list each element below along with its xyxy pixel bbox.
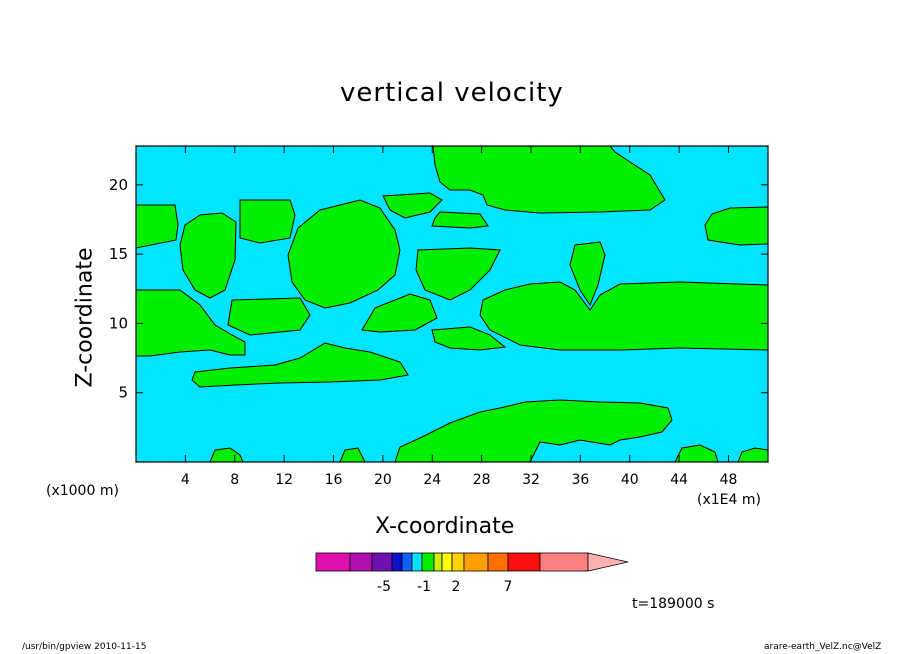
colorbar-label: 2 <box>452 579 461 595</box>
x-tick-label: 40 <box>621 472 639 488</box>
x-tick-label: 48 <box>720 472 738 488</box>
y-tick-label: 10 <box>109 314 128 332</box>
y-tick-label: 5 <box>118 384 128 402</box>
region-lower-band <box>431 326 507 351</box>
colorbar-swatch <box>463 552 489 572</box>
colorbar-label: -1 <box>417 579 431 595</box>
region-small-mid <box>431 211 489 229</box>
x-tick-label: 12 <box>275 472 293 488</box>
colorbar-arrow <box>587 552 629 572</box>
colorbar: -5 -1 2 7 <box>315 552 629 595</box>
region-blob-left <box>179 212 237 299</box>
region-upper-right <box>704 206 768 246</box>
region-bottom-bump-3 <box>674 444 719 462</box>
plot-frame <box>135 145 769 463</box>
colorbar-swatch <box>315 552 351 572</box>
x-axis-ticks: 4 8 12 16 20 24 28 32 36 40 44 48 <box>181 146 738 488</box>
region-bottom-bump-4 <box>737 447 768 462</box>
footer-right: arare-earth_VelZ.nc@VelZ <box>764 642 882 652</box>
x-tick-label: 36 <box>571 472 589 488</box>
colorbar-label: 7 <box>504 579 513 595</box>
x-tick-label: 20 <box>374 472 392 488</box>
x-tick-label: 28 <box>473 472 491 488</box>
colorbar-swatch <box>421 552 435 572</box>
x-unit-note: (x1000 m) <box>46 483 119 499</box>
footer-left: /usr/bin/gpview 2010-11-15 <box>22 642 147 652</box>
region-left-band <box>136 204 179 249</box>
x-tick-label: 4 <box>181 472 190 488</box>
y-tick-label: 15 <box>109 245 128 263</box>
colorbar-swatch <box>451 552 465 572</box>
y-axis-label: Z-coordinate <box>72 247 98 388</box>
y-tick-label: 20 <box>109 176 128 194</box>
region-center-right <box>415 247 501 301</box>
region-bottom-bump-2 <box>339 447 366 462</box>
colorbar-swatch <box>507 552 541 572</box>
region-blob-center <box>287 199 401 309</box>
chart-title: vertical velocity <box>340 78 564 108</box>
time-label: t=189000 s <box>632 596 715 612</box>
x-tick-label: 16 <box>325 472 343 488</box>
colorbar-swatch <box>371 552 393 572</box>
region-bottom-band <box>394 399 673 462</box>
x-scale-note: (x1E4 m) <box>697 492 761 508</box>
colorbar-swatch <box>401 552 413 572</box>
colorbar-swatch <box>349 552 373 572</box>
colorbar-swatch <box>391 552 403 572</box>
x-tick-label: 32 <box>522 472 540 488</box>
region-mid-left-lower <box>227 297 311 336</box>
colorbar-swatch <box>411 552 423 572</box>
region-drop <box>569 241 606 307</box>
region-left-lower <box>136 289 246 357</box>
region-blob-mid-left <box>239 199 296 244</box>
colorbar-label: -5 <box>377 579 391 595</box>
x-axis-label: X-coordinate <box>375 514 515 539</box>
region-small-top <box>382 192 443 219</box>
y-axis-ticks: 5 10 15 20 <box>109 176 768 402</box>
colorbar-swatch <box>433 552 443 572</box>
x-tick-label: 44 <box>670 472 688 488</box>
region-right-lobe <box>479 281 768 351</box>
positive-regions <box>136 146 768 462</box>
colorbar-swatch <box>539 552 589 572</box>
colorbar-swatch <box>487 552 509 572</box>
region-top-right <box>432 146 666 214</box>
x-tick-label: 8 <box>230 472 239 488</box>
colorbar-swatch <box>441 552 453 572</box>
region-mid-lower <box>361 293 438 333</box>
region-lower-tongue <box>191 342 409 388</box>
x-tick-label: 24 <box>423 472 441 488</box>
